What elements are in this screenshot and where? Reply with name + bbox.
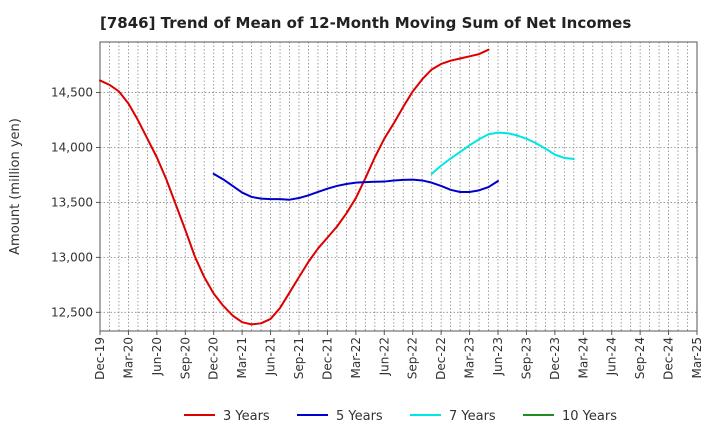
plot-frame	[99, 41, 698, 332]
legend-label-10-years: 10 Years	[562, 409, 617, 424]
y-tick-label: 13,000	[51, 250, 93, 264]
series-line-7-years	[430, 131, 575, 175]
x-tick-label: Jun-21	[264, 337, 278, 376]
y-tick-label: 14,500	[51, 86, 93, 100]
x-tick-label: Sep-23	[519, 337, 533, 379]
x-tick-label: Dec-24	[662, 337, 676, 380]
x-tick-label: Mar-20	[121, 337, 135, 378]
y-axis-label: Amount (million yen)	[8, 118, 23, 255]
x-tick-label: Mar-25	[690, 337, 704, 378]
x-tick-label: Sep-21	[292, 337, 306, 379]
y-tick-label: 13,500	[51, 195, 93, 209]
x-tick-label: Mar-21	[235, 337, 249, 378]
x-tick-label: Mar-23	[463, 337, 477, 378]
x-tick-label: Mar-24	[576, 337, 590, 378]
series-line-3-years	[99, 48, 490, 326]
x-tick-label: Jun-24	[605, 337, 619, 376]
x-tick-label: Sep-24	[633, 337, 647, 379]
x-tick-label: Jun-23	[491, 337, 505, 376]
chart-title: [7846] Trend of Mean of 12-Month Moving …	[100, 14, 632, 32]
x-tick-label: Sep-22	[406, 337, 420, 379]
x-tick-label: Dec-22	[434, 337, 448, 380]
x-tick-label: Dec-20	[207, 337, 221, 380]
x-tick-label: Dec-19	[93, 337, 107, 380]
x-tick-label: Mar-22	[349, 337, 363, 378]
x-tick-label: Jun-20	[150, 337, 164, 376]
x-tick-label: Sep-20	[178, 337, 192, 379]
x-tick-label: Jun-22	[377, 337, 391, 376]
x-tick-label: Dec-23	[548, 337, 562, 380]
y-tick-label: 12,500	[51, 305, 93, 319]
series-line-5-years	[212, 172, 499, 201]
legend-label-3-years: 3 Years	[223, 409, 270, 424]
y-tick-label: 14,000	[51, 140, 93, 154]
legend-label-5-years: 5 Years	[336, 409, 383, 424]
legend-label-7-years: 7 Years	[449, 409, 496, 424]
x-tick-label: Dec-21	[320, 337, 334, 380]
